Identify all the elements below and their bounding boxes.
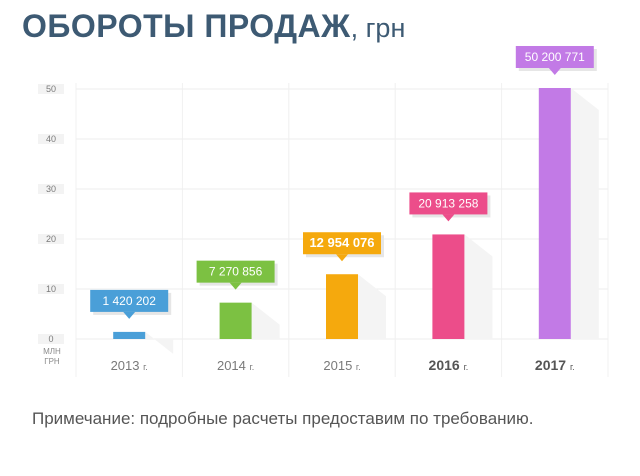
y-tick: 50 xyxy=(38,84,64,94)
data-label-box xyxy=(303,232,381,255)
y-tick-label: 40 xyxy=(46,134,56,144)
data-label-text: 12 954 076 xyxy=(309,235,374,250)
x-tick-label-2017: 2017 г. xyxy=(535,357,575,373)
y-units-line1: МЛН xyxy=(43,347,61,356)
x-tick-label-2016: 2016 г. xyxy=(429,357,469,373)
data-label-2013: 1 420 202 xyxy=(90,289,172,319)
data-label-2017: 50 200 771 xyxy=(515,45,597,75)
bar-2017 xyxy=(538,87,571,339)
y-tick-label: 0 xyxy=(48,334,53,344)
y-tick: 30 xyxy=(38,184,64,194)
data-label-pointer xyxy=(336,254,348,262)
data-label-box xyxy=(90,289,169,312)
data-label-text: 20 913 258 xyxy=(418,196,478,210)
footnote: Примечание: подробные расчеты предостави… xyxy=(32,409,534,428)
y-tick-label: 30 xyxy=(46,184,56,194)
bar-shadow xyxy=(358,274,386,339)
y-tick-label: 20 xyxy=(46,234,56,244)
chart-title: ОБОРОТЫ ПРОДАЖ, грн xyxy=(22,8,405,45)
bar-2016 xyxy=(432,234,465,339)
bar-2013 xyxy=(113,331,146,339)
data-label-2014: 7 270 856 xyxy=(196,260,278,290)
data-label-text: 7 270 856 xyxy=(209,265,263,279)
data-label-2016: 20 913 258 xyxy=(409,192,491,222)
data-label-2015: 12 954 076 xyxy=(303,232,384,262)
data-label-pointer xyxy=(548,67,561,75)
y-tick-background xyxy=(38,84,64,94)
y-tick: 40 xyxy=(38,134,64,144)
y-tick: 20 xyxy=(38,234,64,244)
bar-shadow xyxy=(570,87,599,339)
chart-title-unit: , грн xyxy=(350,13,406,43)
x-tick-label-2014: 2014 г. xyxy=(217,358,254,373)
data-label-box xyxy=(409,192,488,215)
data-label-box xyxy=(196,260,275,283)
data-label-pointer xyxy=(442,214,455,222)
data-label-text: 50 200 771 xyxy=(525,50,585,64)
y-tick-background xyxy=(38,184,64,194)
chart-title-main: ОБОРОТЫ ПРОДАЖ xyxy=(22,8,351,44)
x-tick-label-2015: 2015 г. xyxy=(323,358,360,373)
y-tick-label: 50 xyxy=(46,84,56,94)
chart-data-labels: 1 420 202 7 270 856 12 954 076 20 913 258 50… xyxy=(90,45,597,319)
y-tick-background xyxy=(38,284,64,294)
bar-shadow xyxy=(251,302,280,339)
data-label-pointer xyxy=(229,282,242,290)
y-units-line2: ГРН xyxy=(44,357,60,366)
data-label-text: 1 420 202 xyxy=(103,294,157,308)
y-tick: 10 xyxy=(38,284,64,294)
y-tick: 0 xyxy=(38,334,64,344)
y-tick-label: 10 xyxy=(46,284,56,294)
y-tick-background xyxy=(38,234,64,244)
y-tick-background xyxy=(38,134,64,144)
y-tick-background xyxy=(38,334,64,344)
chart-grid xyxy=(75,83,609,377)
bar-shadow xyxy=(464,234,493,339)
bar-shadow xyxy=(145,331,174,354)
data-label-pointer xyxy=(123,311,136,319)
x-tick-label-2013: 2013 г. xyxy=(111,358,148,373)
data-label-box xyxy=(515,45,594,68)
bar-2014 xyxy=(219,302,252,339)
chart-bars xyxy=(113,87,599,354)
bar-2015 xyxy=(326,274,358,339)
sales-bar-chart: 1 420 202 7 270 856 12 954 076 20 913 258 50… xyxy=(38,45,609,377)
